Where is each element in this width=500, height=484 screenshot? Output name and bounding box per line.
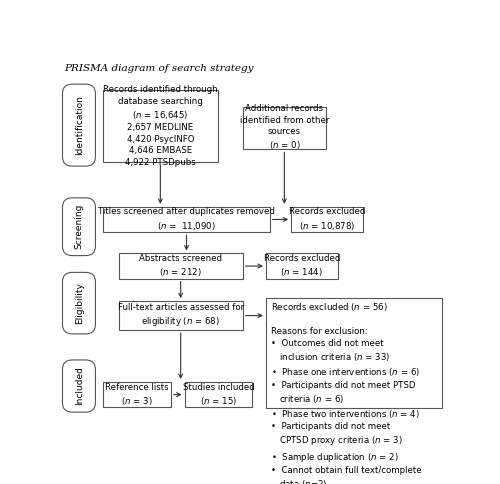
Text: Screening: Screening (74, 204, 84, 249)
Text: Eligibility: Eligibility (74, 282, 84, 324)
FancyBboxPatch shape (184, 382, 252, 407)
FancyBboxPatch shape (103, 382, 171, 407)
FancyBboxPatch shape (118, 253, 242, 279)
Text: Identification: Identification (74, 95, 84, 155)
FancyBboxPatch shape (242, 106, 326, 150)
Text: Studies included
($n$ = 15): Studies included ($n$ = 15) (182, 382, 254, 407)
FancyBboxPatch shape (103, 207, 270, 232)
FancyBboxPatch shape (118, 301, 242, 330)
FancyBboxPatch shape (62, 272, 96, 334)
Text: Included: Included (74, 366, 84, 406)
Text: Records identified through
database searching
($n$ = 16,645)
2,657 MEDLINE
4,420: Records identified through database sear… (103, 85, 218, 167)
Text: Records excluded ($n$ = 56)

Reasons for exclusion:
•  Outcomes did not meet
   : Records excluded ($n$ = 56) Reasons for … (270, 302, 421, 484)
Text: Full-text articles assessed for
eligibility ($n$ = 68): Full-text articles assessed for eligibil… (118, 303, 244, 328)
Text: Additional records
identified from other
sources
($n$ = 0): Additional records identified from other… (240, 105, 329, 151)
Text: Records excluded
($n$ = 10,878): Records excluded ($n$ = 10,878) (289, 207, 365, 231)
Text: PRISMA diagram of search strategy: PRISMA diagram of search strategy (64, 64, 254, 73)
FancyBboxPatch shape (291, 207, 363, 232)
Text: Records excluded
($n$ = 144): Records excluded ($n$ = 144) (264, 254, 340, 278)
FancyBboxPatch shape (62, 198, 96, 256)
FancyBboxPatch shape (266, 253, 338, 279)
Text: Abstracts screened
($n$ = 212): Abstracts screened ($n$ = 212) (139, 254, 222, 278)
Text: Reference lists
($n$ = 3): Reference lists ($n$ = 3) (106, 382, 169, 407)
FancyBboxPatch shape (266, 298, 442, 408)
FancyBboxPatch shape (62, 360, 96, 412)
FancyBboxPatch shape (62, 84, 96, 166)
Text: Titles screened after duplicates removed
($n$ =  11,090): Titles screened after duplicates removed… (98, 207, 275, 231)
FancyBboxPatch shape (103, 90, 218, 163)
